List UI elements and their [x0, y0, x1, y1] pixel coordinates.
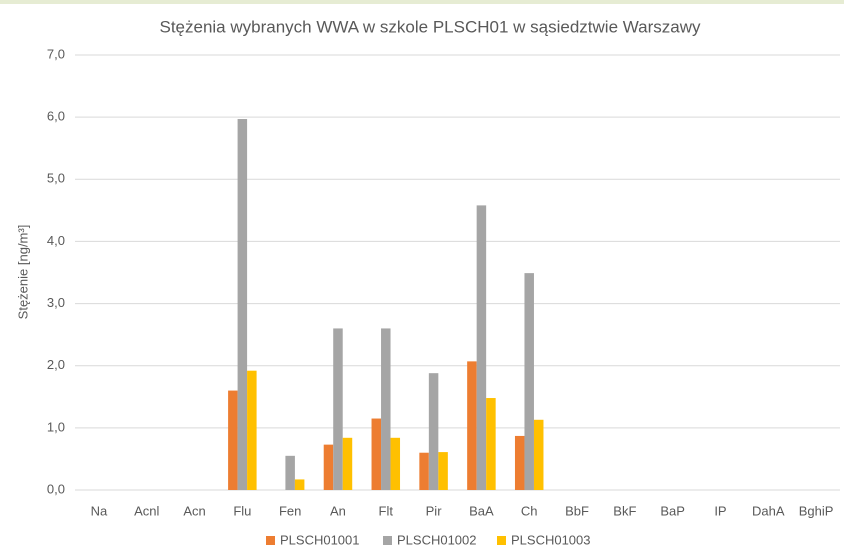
x-tick-label: IP — [714, 503, 726, 518]
bar — [438, 452, 448, 490]
bar — [390, 437, 401, 490]
bar — [237, 119, 248, 490]
bar — [467, 361, 477, 490]
y-axis-label: Stężenie [ng/m³] — [15, 225, 30, 320]
x-tick-label: Acnl — [134, 503, 159, 518]
x-tick-label: Fen — [279, 503, 301, 518]
x-tick-label: Acn — [183, 503, 205, 518]
x-tick-label: BghiP — [799, 503, 834, 518]
bar — [333, 328, 343, 490]
bar — [228, 390, 238, 490]
bar — [486, 398, 496, 490]
bar — [342, 437, 353, 490]
legend-label: PLSCH01001 — [280, 532, 360, 547]
chart-title: Stężenia wybranych WWA w szkole PLSCH01 … — [159, 17, 701, 36]
x-tick-label: Ch — [521, 503, 538, 518]
y-tick-label: 1,0 — [47, 419, 65, 434]
bar — [514, 435, 525, 490]
bar — [285, 455, 295, 490]
y-tick-label: 5,0 — [47, 171, 65, 186]
bar — [323, 444, 334, 490]
bar — [247, 370, 257, 490]
x-tick-label: BaP — [660, 503, 685, 518]
x-tick-label: Flt — [379, 503, 394, 518]
y-tick-label: 0,0 — [47, 481, 65, 496]
bar — [371, 418, 382, 490]
y-tick-label: 6,0 — [47, 109, 65, 124]
legend-swatch — [497, 536, 506, 545]
legend-swatch — [266, 536, 275, 545]
x-tick-label: Na — [91, 503, 108, 518]
y-tick-label: 7,0 — [47, 46, 65, 61]
bar — [533, 419, 544, 490]
y-tick-label: 4,0 — [47, 233, 65, 248]
x-tick-label: DahA — [752, 503, 785, 518]
bar — [294, 479, 305, 490]
bar — [428, 373, 439, 490]
top-border — [0, 0, 844, 4]
x-tick-label: An — [330, 503, 346, 518]
y-tick-label: 2,0 — [47, 357, 65, 372]
x-tick-label: Pir — [426, 503, 443, 518]
y-tick-label: 3,0 — [47, 295, 65, 310]
bar — [524, 273, 534, 490]
legend-label: PLSCH01003 — [511, 532, 591, 547]
bar — [419, 452, 429, 490]
legend-label: PLSCH01002 — [397, 532, 477, 547]
x-tick-label: Flu — [233, 503, 251, 518]
bar — [476, 205, 487, 490]
x-tick-label: BaA — [469, 503, 494, 518]
legend-swatch — [383, 536, 392, 545]
x-tick-label: BbF — [565, 503, 589, 518]
x-tick-label: BkF — [613, 503, 636, 518]
bar — [381, 328, 391, 490]
